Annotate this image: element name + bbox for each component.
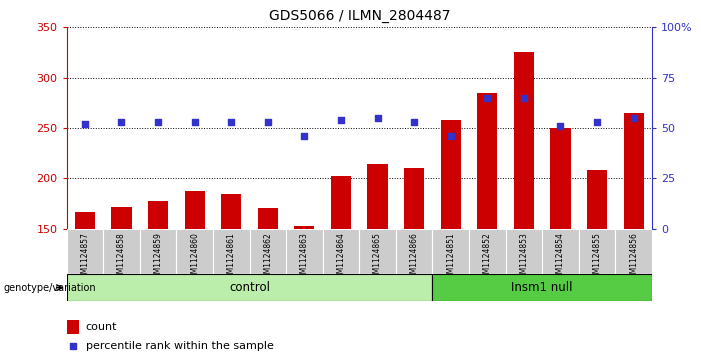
Bar (579, 229, 615, 274)
Bar (213, 229, 250, 274)
Text: GSM1124864: GSM1124864 (336, 232, 346, 283)
Bar (294, 226, 315, 363)
Point (79, 121, 90, 127)
Text: count: count (86, 322, 117, 332)
Bar (505, 229, 542, 274)
Point (299, 133, 310, 139)
Text: GSM1124863: GSM1124863 (300, 232, 309, 283)
Bar (441, 120, 461, 363)
Bar (514, 52, 534, 363)
Bar (469, 229, 505, 274)
Text: GSM1124859: GSM1124859 (154, 232, 163, 283)
Bar (67, 274, 433, 301)
Bar (177, 229, 213, 274)
Point (116, 119, 127, 125)
Text: GSM1124854: GSM1124854 (556, 232, 565, 283)
Text: GSM1124853: GSM1124853 (519, 232, 529, 283)
Bar (67, 320, 79, 334)
Point (152, 119, 163, 125)
Point (482, 95, 493, 101)
Bar (367, 164, 388, 363)
Bar (322, 229, 359, 274)
Bar (359, 229, 396, 274)
Bar (184, 191, 205, 363)
Bar (286, 229, 322, 274)
Bar (433, 229, 469, 274)
Point (592, 119, 603, 125)
Text: percentile rank within the sample: percentile rank within the sample (86, 341, 274, 351)
Text: GSM1124865: GSM1124865 (373, 232, 382, 283)
Text: GSM1124860: GSM1124860 (190, 232, 199, 283)
Bar (250, 229, 286, 274)
Bar (221, 195, 241, 363)
Bar (587, 170, 607, 363)
Bar (404, 168, 424, 363)
Text: GSM1124857: GSM1124857 (81, 232, 90, 283)
Point (226, 119, 237, 125)
Bar (396, 229, 433, 274)
Text: GSM1124855: GSM1124855 (592, 232, 601, 283)
Point (628, 115, 639, 121)
Point (262, 119, 273, 125)
Bar (258, 208, 278, 363)
Bar (433, 274, 652, 301)
Bar (615, 229, 652, 274)
Bar (624, 113, 644, 363)
Bar (148, 201, 168, 363)
Point (372, 115, 383, 121)
Bar (139, 229, 177, 274)
Bar (111, 207, 132, 363)
Text: GSM1124851: GSM1124851 (447, 232, 455, 283)
Text: genotype/variation: genotype/variation (4, 283, 96, 293)
Text: control: control (229, 281, 270, 294)
Point (67, 343, 79, 348)
Bar (542, 229, 579, 274)
Text: GSM1124856: GSM1124856 (629, 232, 638, 283)
Title: GDS5066 / ILMN_2804487: GDS5066 / ILMN_2804487 (268, 9, 450, 24)
Point (518, 95, 529, 101)
Text: GSM1124861: GSM1124861 (226, 232, 236, 283)
Point (445, 133, 456, 139)
Bar (550, 128, 571, 363)
Bar (477, 93, 498, 363)
Text: GSM1124852: GSM1124852 (483, 232, 492, 283)
Text: GSM1124866: GSM1124866 (409, 232, 418, 283)
Point (335, 117, 346, 123)
Point (409, 119, 420, 125)
Point (189, 119, 200, 125)
Text: Insm1 null: Insm1 null (512, 281, 573, 294)
Text: GSM1124858: GSM1124858 (117, 232, 126, 283)
Bar (67, 229, 103, 274)
Point (555, 123, 566, 129)
Bar (331, 176, 351, 363)
Bar (75, 212, 95, 363)
Bar (103, 229, 139, 274)
Text: GSM1124862: GSM1124862 (264, 232, 272, 283)
